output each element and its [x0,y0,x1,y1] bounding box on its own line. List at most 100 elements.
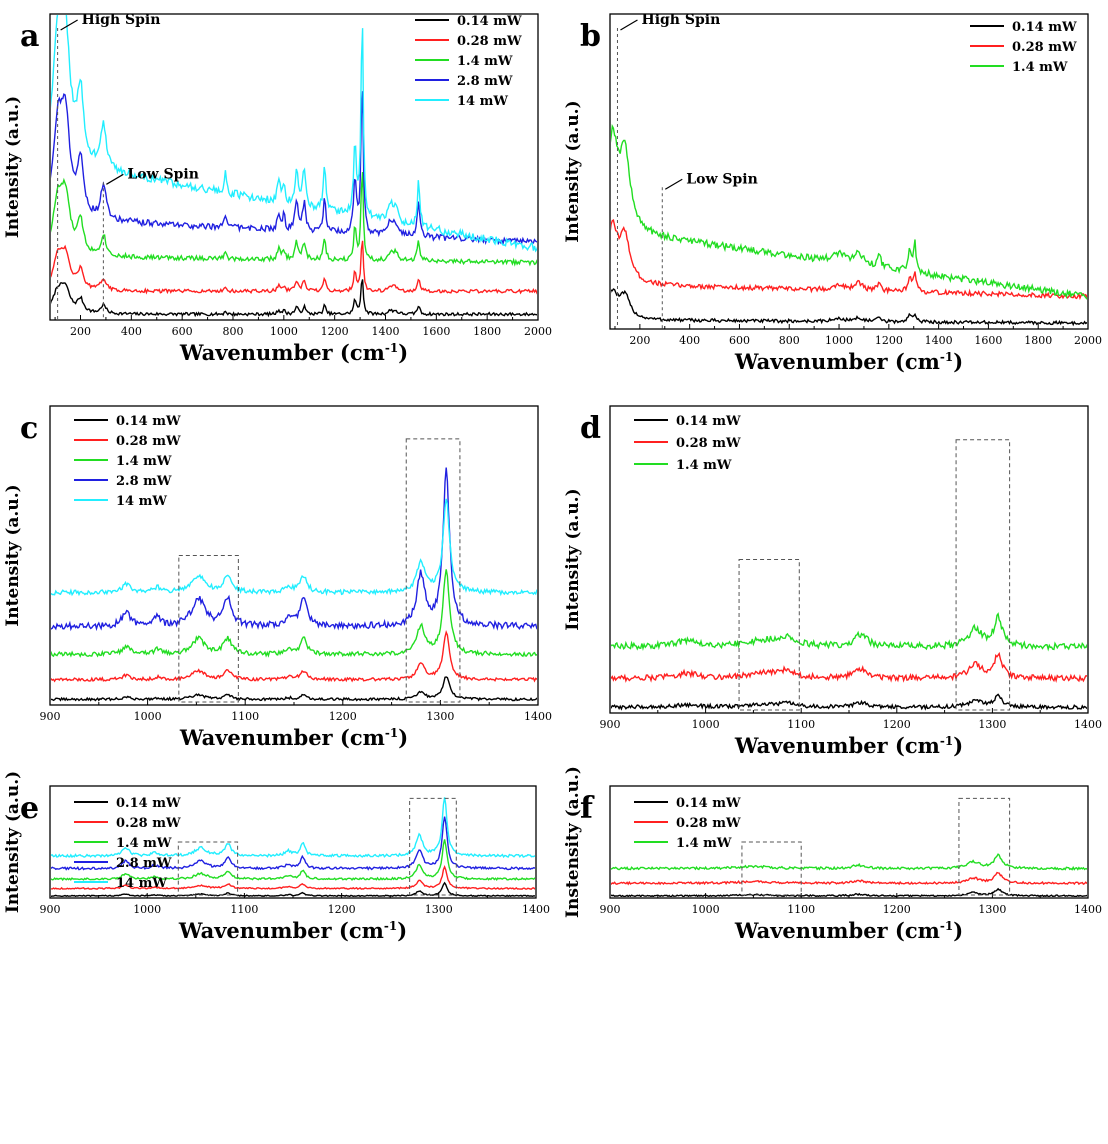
legend-label: 0.28 mW [676,436,741,451]
x-axis-title: Wavenumber (cm-1) [734,349,963,374]
legend-label: 0.28 mW [116,816,181,831]
series-line-14-mW [51,15,537,253]
x-tick-label: 1000 [692,718,720,731]
series-line-14-mW [51,797,535,859]
highlight-box [177,841,239,896]
series-line-0-28-mW [611,219,1087,301]
annotation-label: High Spin [641,12,720,28]
x-tick-label: 1600 [422,325,450,338]
annotation-arrow [664,178,683,190]
x-tick-label: 400 [679,334,700,347]
legend-label: 1.4 mW [1012,60,1068,75]
x-tick-label: 2000 [524,325,552,338]
y-axis-title: Intensity (a.u.) [563,100,583,242]
x-tick-label: 400 [121,325,142,338]
x-tick-label: 1200 [875,334,903,347]
x-tick-label: 900 [600,718,621,731]
y-axis-title: Intensity (a.u.) [563,488,583,630]
panel-a: 200 400 600 800 1000 1200 1400 1600 1800 2000 Wave… [3,12,552,365]
annotation-label: Low Spin [686,171,758,187]
x-axis-title: Wavenumber (cm-1) [179,340,408,365]
annotation-label: Low Spin [127,166,199,182]
series-line-0-28-mW [611,871,1087,886]
series-line-0-28-mW [51,629,537,683]
x-tick-label: 600 [172,325,193,338]
panel-e: 900 1000 1100 1200 1300 1400 Wavenumber (cm-1)… [3,771,550,943]
series-line-0-14-mW [611,887,1087,897]
x-tick-label: 1200 [328,903,356,916]
legend-label: 0.14 mW [116,414,181,429]
x-tick-label: 800 [223,325,244,338]
legend-label: 1.4 mW [116,836,172,851]
legend-label: 0.28 mW [1012,40,1077,55]
x-tick-label: 1400 [524,710,552,723]
panel-d: 900 1000 1100 1200 1300 1400 Wavenumber (cm-1)… [563,405,1102,758]
x-tick-label: 800 [779,334,800,347]
x-tick-label: 900 [600,903,621,916]
legend-label: 1.4 mW [676,836,732,851]
x-tick-label: 900 [40,710,61,723]
legend-label: 14 mW [116,494,167,509]
legend-label: 0.14 mW [457,14,522,29]
series-line-0-14-mW [51,881,535,897]
legend-label: 0.28 mW [457,34,522,49]
legend-label: 2.8 mW [116,856,172,871]
x-axis-title: Wavenumber (cm-1) [734,733,963,758]
legend-label: 1.4 mW [116,454,172,469]
series-line-2-8-mW [51,91,537,246]
x-tick-label: 600 [729,334,750,347]
series-line-1-4-mW [51,172,537,267]
legend-label: 1.4 mW [676,458,732,473]
annotation-label: High Spin [82,12,161,28]
x-tick-label: 1400 [1074,903,1102,916]
legend-label: 0.28 mW [116,434,181,449]
series-line-0-28-mW [611,651,1087,684]
legend-label: 14 mW [116,876,167,891]
x-tick-label: 1100 [230,903,258,916]
highlight-box [178,555,239,703]
series-line-0-14-mW [51,279,537,318]
highlight-box [738,559,800,711]
x-tick-label: 1800 [473,325,501,338]
plot-frame [609,13,1089,330]
x-tick-label: 1000 [692,903,720,916]
annotation-arrow [106,173,124,185]
highlight-box [958,797,1011,896]
highlight-box [741,841,802,896]
series-line-0-14-mW [611,693,1087,711]
panel-c: 900 1000 1100 1200 1300 1400 Wavenumber (cm-1)… [3,405,552,750]
x-tick-label: 1200 [883,718,911,731]
y-axis-title: Instensity (a.u.) [563,766,583,918]
plot-frame [49,13,539,321]
legend-label: 14 mW [457,94,508,109]
panel-f: 900 1000 1100 1200 1300 1400 Wavenumber (cm-1)… [563,766,1102,943]
x-tick-label: 2000 [1074,334,1102,347]
panel-label: d [580,411,601,446]
panel-label: e [20,791,39,826]
x-tick-label: 1300 [978,718,1006,731]
panel-label: f [580,791,595,826]
x-axis-title: Wavenumber (cm-1) [179,725,408,750]
x-tick-label: 200 [70,325,91,338]
x-tick-label: 1100 [231,710,259,723]
series-line-1-4-mW [51,569,537,658]
x-axis-title: Wavenumber (cm-1) [178,918,407,943]
series-line-1-4-mW [611,853,1087,871]
x-tick-label: 1000 [270,325,298,338]
x-tick-label: 1000 [825,334,853,347]
x-tick-label: 1300 [978,903,1006,916]
x-tick-label: 1100 [787,718,815,731]
x-tick-label: 1300 [425,903,453,916]
series-line-1-4-mW [611,123,1087,300]
series-line-0-28-mW [51,865,535,890]
x-tick-label: 1200 [329,710,357,723]
highlight-box [405,438,461,703]
panel-label: c [20,411,38,446]
y-axis-title: Intensity (a.u.) [3,771,23,913]
legend-label: 0.14 mW [676,796,741,811]
x-tick-label: 1800 [1024,334,1052,347]
legend-label: 2.8 mW [457,74,513,89]
highlight-box [955,439,1011,711]
legend-label: 0.14 mW [676,414,741,429]
